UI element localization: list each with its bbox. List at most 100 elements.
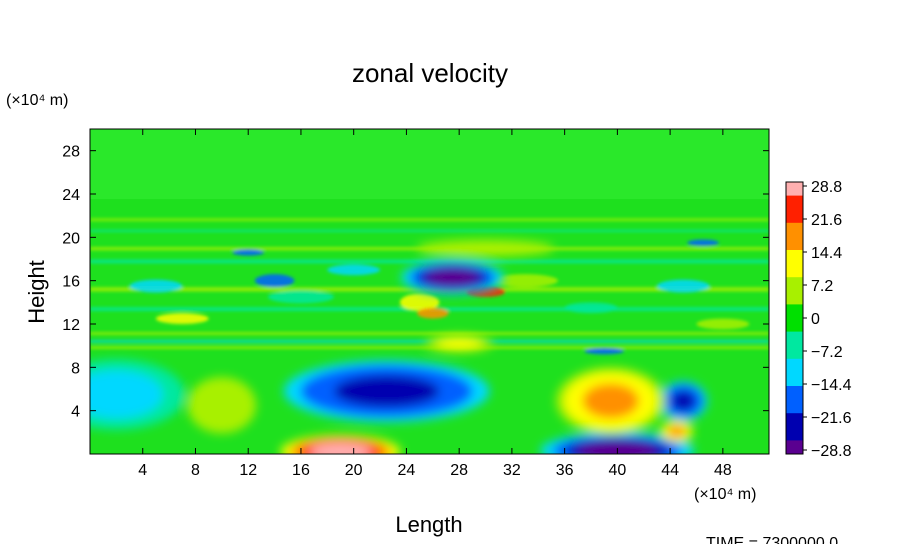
band-eddy [687, 239, 719, 246]
band-eddy [399, 293, 440, 312]
band-eddy [327, 264, 381, 276]
y-unit-label: (×10⁴ m) [6, 92, 68, 109]
colorbar-swatch [786, 365, 803, 373]
colorbar-label: 14.4 [811, 245, 842, 262]
colorbar-swatch [786, 195, 803, 203]
x-tick-label: 32 [503, 462, 521, 479]
colorbar-swatch [786, 324, 803, 333]
colorbar: 28.8 21.6 14.4 7.2 0 −7.2 −14.4 −21.6 −28.8 [785, 179, 852, 460]
colorbar-swatch [786, 304, 803, 312]
band-eddy [155, 313, 209, 325]
velocity-feature [667, 425, 686, 438]
velocity-feature [309, 443, 372, 454]
time-label: TIME = 7300000.0 [706, 535, 838, 544]
colorbar-swatch [786, 243, 803, 251]
y-tick-label: 24 [62, 187, 80, 204]
colorbar-swatch [786, 284, 803, 292]
colorbar-label: 0 [811, 311, 820, 328]
colorbar-swatch [786, 338, 803, 346]
y-tick-label: 8 [71, 360, 80, 377]
y-tick-label: 12 [62, 317, 80, 334]
colorbar-swatch [786, 406, 803, 414]
colorbar-label: −7.2 [811, 344, 843, 361]
colorbar-swatch [786, 229, 803, 237]
colorbar-swatch [786, 386, 803, 394]
colorbar-swatch [786, 216, 803, 224]
x-unit-label: (×10⁴ m) [694, 486, 756, 503]
x-tick-label: 20 [345, 462, 363, 479]
colorbar-swatch [786, 270, 803, 278]
plot-frame [89, 128, 770, 455]
colorbar-label: −21.6 [811, 410, 852, 427]
colorbar-swatch [786, 290, 803, 299]
colorbar-swatch [786, 188, 803, 197]
colorbar-swatch [786, 426, 803, 435]
colorbar-swatch [786, 318, 803, 326]
band-eddy [416, 307, 449, 319]
colorbar-swatch [786, 358, 803, 367]
x-tick-label: 28 [450, 462, 468, 479]
velocity-feature [204, 390, 240, 420]
x-tick-label: 16 [292, 462, 310, 479]
y-tick-label: 28 [62, 144, 80, 161]
colorbar-swatch [786, 433, 803, 441]
band-streak [90, 332, 769, 335]
x-tick-label: 12 [239, 462, 257, 479]
band-eddy [492, 274, 559, 288]
colorbar-swatch [786, 352, 803, 360]
colorbar-swatch [786, 420, 803, 428]
chart-title: zonal velocity [352, 58, 508, 88]
band-streak [90, 229, 769, 232]
heatmap-area [90, 129, 769, 454]
colorbar-swatch [786, 440, 803, 448]
colorbar-swatch [786, 379, 803, 387]
band-eddy [232, 249, 265, 256]
upper-stratosphere-band [90, 129, 769, 199]
band-eddy [129, 279, 183, 293]
velocity-feature [441, 339, 477, 348]
velocity-feature [671, 390, 696, 412]
colorbar-swatch [786, 182, 803, 190]
colorbar-swatch [786, 277, 803, 285]
colorbar-swatch [786, 345, 803, 353]
band-eddy [696, 318, 750, 330]
colorbar-swatch [786, 222, 803, 231]
colorbar-label: −14.4 [811, 377, 852, 394]
y-axis: 4 8 12 16 20 24 28 [62, 144, 769, 421]
x-tick-label: 4 [138, 462, 147, 479]
velocity-feature [577, 441, 657, 454]
y-axis-label: Height [24, 260, 49, 324]
colorbar-swatch [786, 297, 803, 305]
colorbar-swatch [786, 236, 803, 244]
band-eddy [564, 302, 618, 314]
y-tick-label: 16 [62, 274, 80, 291]
velocity-feature [582, 383, 639, 419]
colorbar-swatch [786, 399, 803, 407]
velocity-feature [333, 375, 440, 408]
band-eddy [584, 347, 624, 355]
colorbar-swatch [786, 250, 803, 258]
x-axis-label: Length [395, 512, 462, 537]
colorbar-swatch [786, 209, 803, 217]
y-tick-label: 4 [71, 404, 80, 421]
band-eddy [267, 290, 334, 304]
colorbar-swatch [786, 202, 803, 210]
x-tick-label: 24 [398, 462, 416, 479]
feature-layer [90, 239, 708, 454]
x-tick-label: 40 [608, 462, 626, 479]
velocity-feature [450, 243, 521, 253]
colorbar-swatch [786, 311, 803, 319]
colorbar-label: −28.8 [811, 443, 852, 460]
x-tick-label: 8 [191, 462, 200, 479]
colorbar-swatch [786, 331, 803, 339]
x-tick-label: 44 [661, 462, 679, 479]
colorbar-swatch [786, 263, 803, 271]
x-tick-label: 48 [714, 462, 732, 479]
colorbar-label: 21.6 [811, 212, 842, 229]
velocity-feature [90, 376, 152, 413]
colorbar-swatch [786, 256, 803, 265]
colorbar-swatch [786, 447, 803, 455]
velocity-feature [426, 268, 479, 287]
colorbar-label: 7.2 [811, 278, 833, 295]
